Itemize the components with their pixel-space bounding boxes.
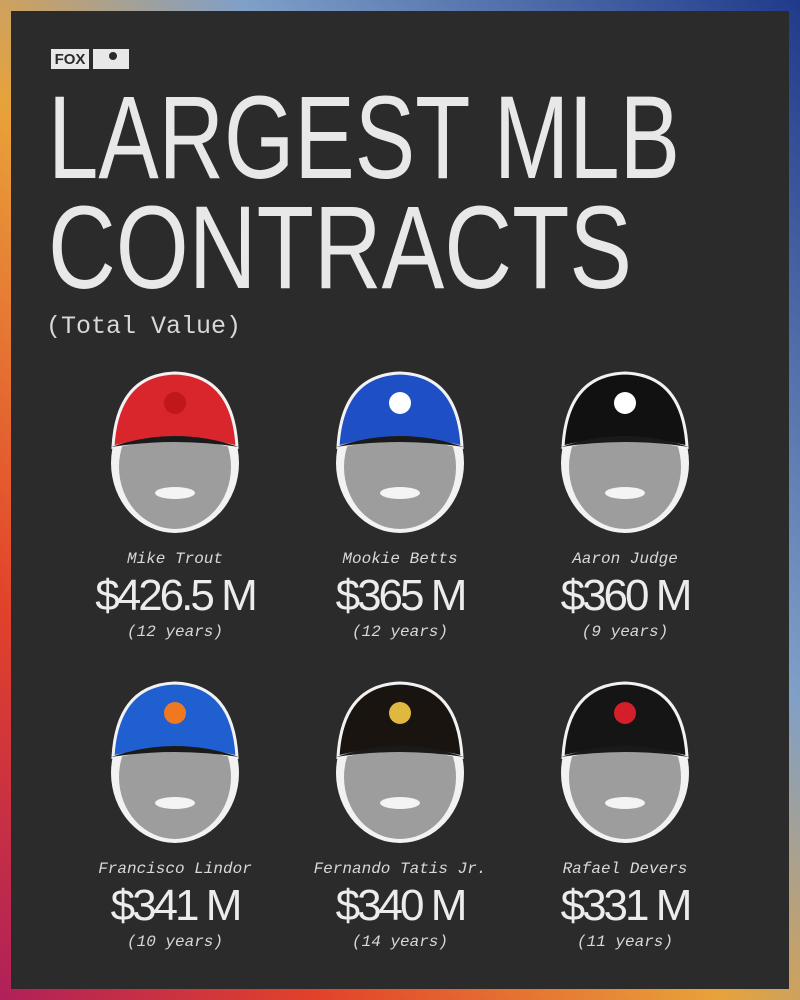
contract-years: (10 years): [127, 933, 223, 951]
cap-brim: [561, 436, 689, 447]
title-line: LARGEST MLB: [48, 72, 680, 204]
player-name: Francisco Lindor: [98, 860, 252, 878]
cap-emblem: [164, 702, 186, 724]
contract-amount: $341 M: [111, 881, 240, 930]
subtitle: (Total Value): [46, 312, 241, 341]
smile: [380, 487, 420, 499]
contract-amount: $360 M: [561, 571, 690, 620]
contract-years: (12 years): [352, 623, 448, 641]
smile: [605, 487, 645, 499]
cap-emblem: [389, 702, 411, 724]
cap-brim: [111, 436, 239, 447]
player-name: Mike Trout: [127, 550, 223, 568]
title-line: CONTRACTS: [48, 182, 632, 314]
contract-amount: $426.5 M: [95, 571, 255, 620]
player-card: Rafael Devers $331 M (11 years): [561, 681, 693, 951]
cap-emblem: [614, 702, 636, 724]
player-name: Mookie Betts: [342, 550, 457, 568]
player-card: Mike Trout $426.5 M (12 years): [95, 371, 258, 641]
contract-years: (12 years): [127, 623, 223, 641]
contract-years: (11 years): [577, 933, 673, 951]
mlb-logo-ball: [109, 52, 117, 60]
cap-brim: [561, 746, 689, 757]
player-card: Francisco Lindor $341 M (10 years): [98, 681, 252, 951]
player-card: Aaron Judge $360 M (9 years): [561, 371, 693, 641]
smile: [155, 487, 195, 499]
player-card: Fernando Tatis Jr. $340 M (14 years): [314, 681, 487, 951]
cap-brim: [336, 436, 464, 447]
player-card: Mookie Betts $365 M (12 years): [336, 371, 468, 641]
cap-emblem: [389, 392, 411, 414]
smile: [155, 797, 195, 809]
brand-box: [51, 49, 89, 69]
player-name: Aaron Judge: [571, 550, 678, 568]
cap-emblem: [164, 392, 186, 414]
player-name: Rafael Devers: [563, 860, 688, 878]
contract-years: (14 years): [352, 933, 448, 951]
contract-amount: $340 M: [336, 881, 465, 930]
contract-amount: $331 M: [561, 881, 690, 930]
contract-years: (9 years): [582, 623, 668, 641]
cap-emblem: [614, 392, 636, 414]
cap-brim: [111, 746, 239, 757]
player-name: Fernando Tatis Jr.: [314, 860, 487, 878]
cap-brim: [336, 746, 464, 757]
logo: FOX: [51, 49, 129, 69]
smile: [380, 797, 420, 809]
contract-amount: $365 M: [336, 571, 465, 620]
brand: FOX: [55, 51, 86, 68]
smile: [605, 797, 645, 809]
